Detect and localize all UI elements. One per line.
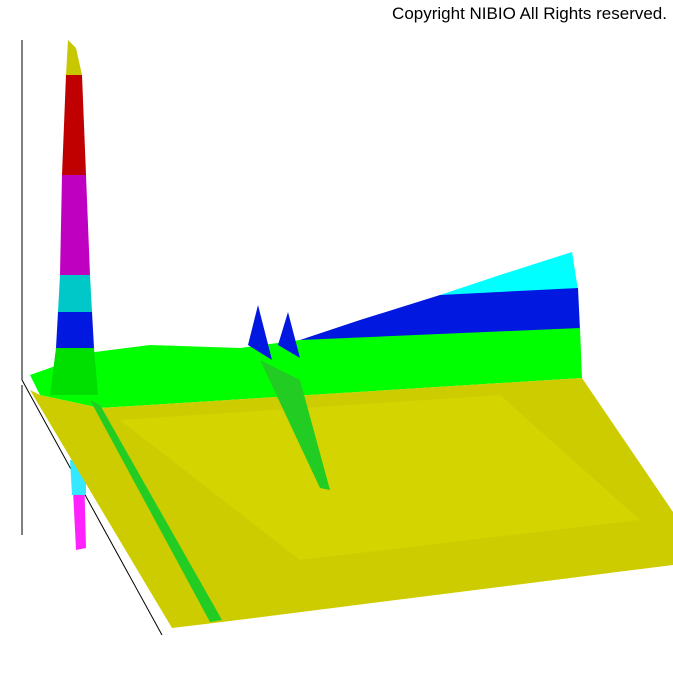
blue-peak	[278, 312, 300, 358]
spike-magenta	[60, 175, 90, 275]
depth-axis	[21, 379, 163, 636]
spike-yellow	[66, 40, 82, 75]
cyan-band	[440, 252, 578, 300]
spike-red	[62, 75, 86, 175]
spike-blue	[56, 312, 94, 348]
copyright: Copyright NIBIO All Rights reserved.	[392, 4, 667, 23]
green-band	[30, 328, 582, 408]
spike-green	[50, 348, 98, 395]
floor-highlight	[120, 395, 640, 560]
blue-peak	[248, 305, 272, 360]
spike-cyan	[58, 275, 92, 312]
ridge	[90, 400, 222, 622]
ridge	[260, 360, 330, 490]
